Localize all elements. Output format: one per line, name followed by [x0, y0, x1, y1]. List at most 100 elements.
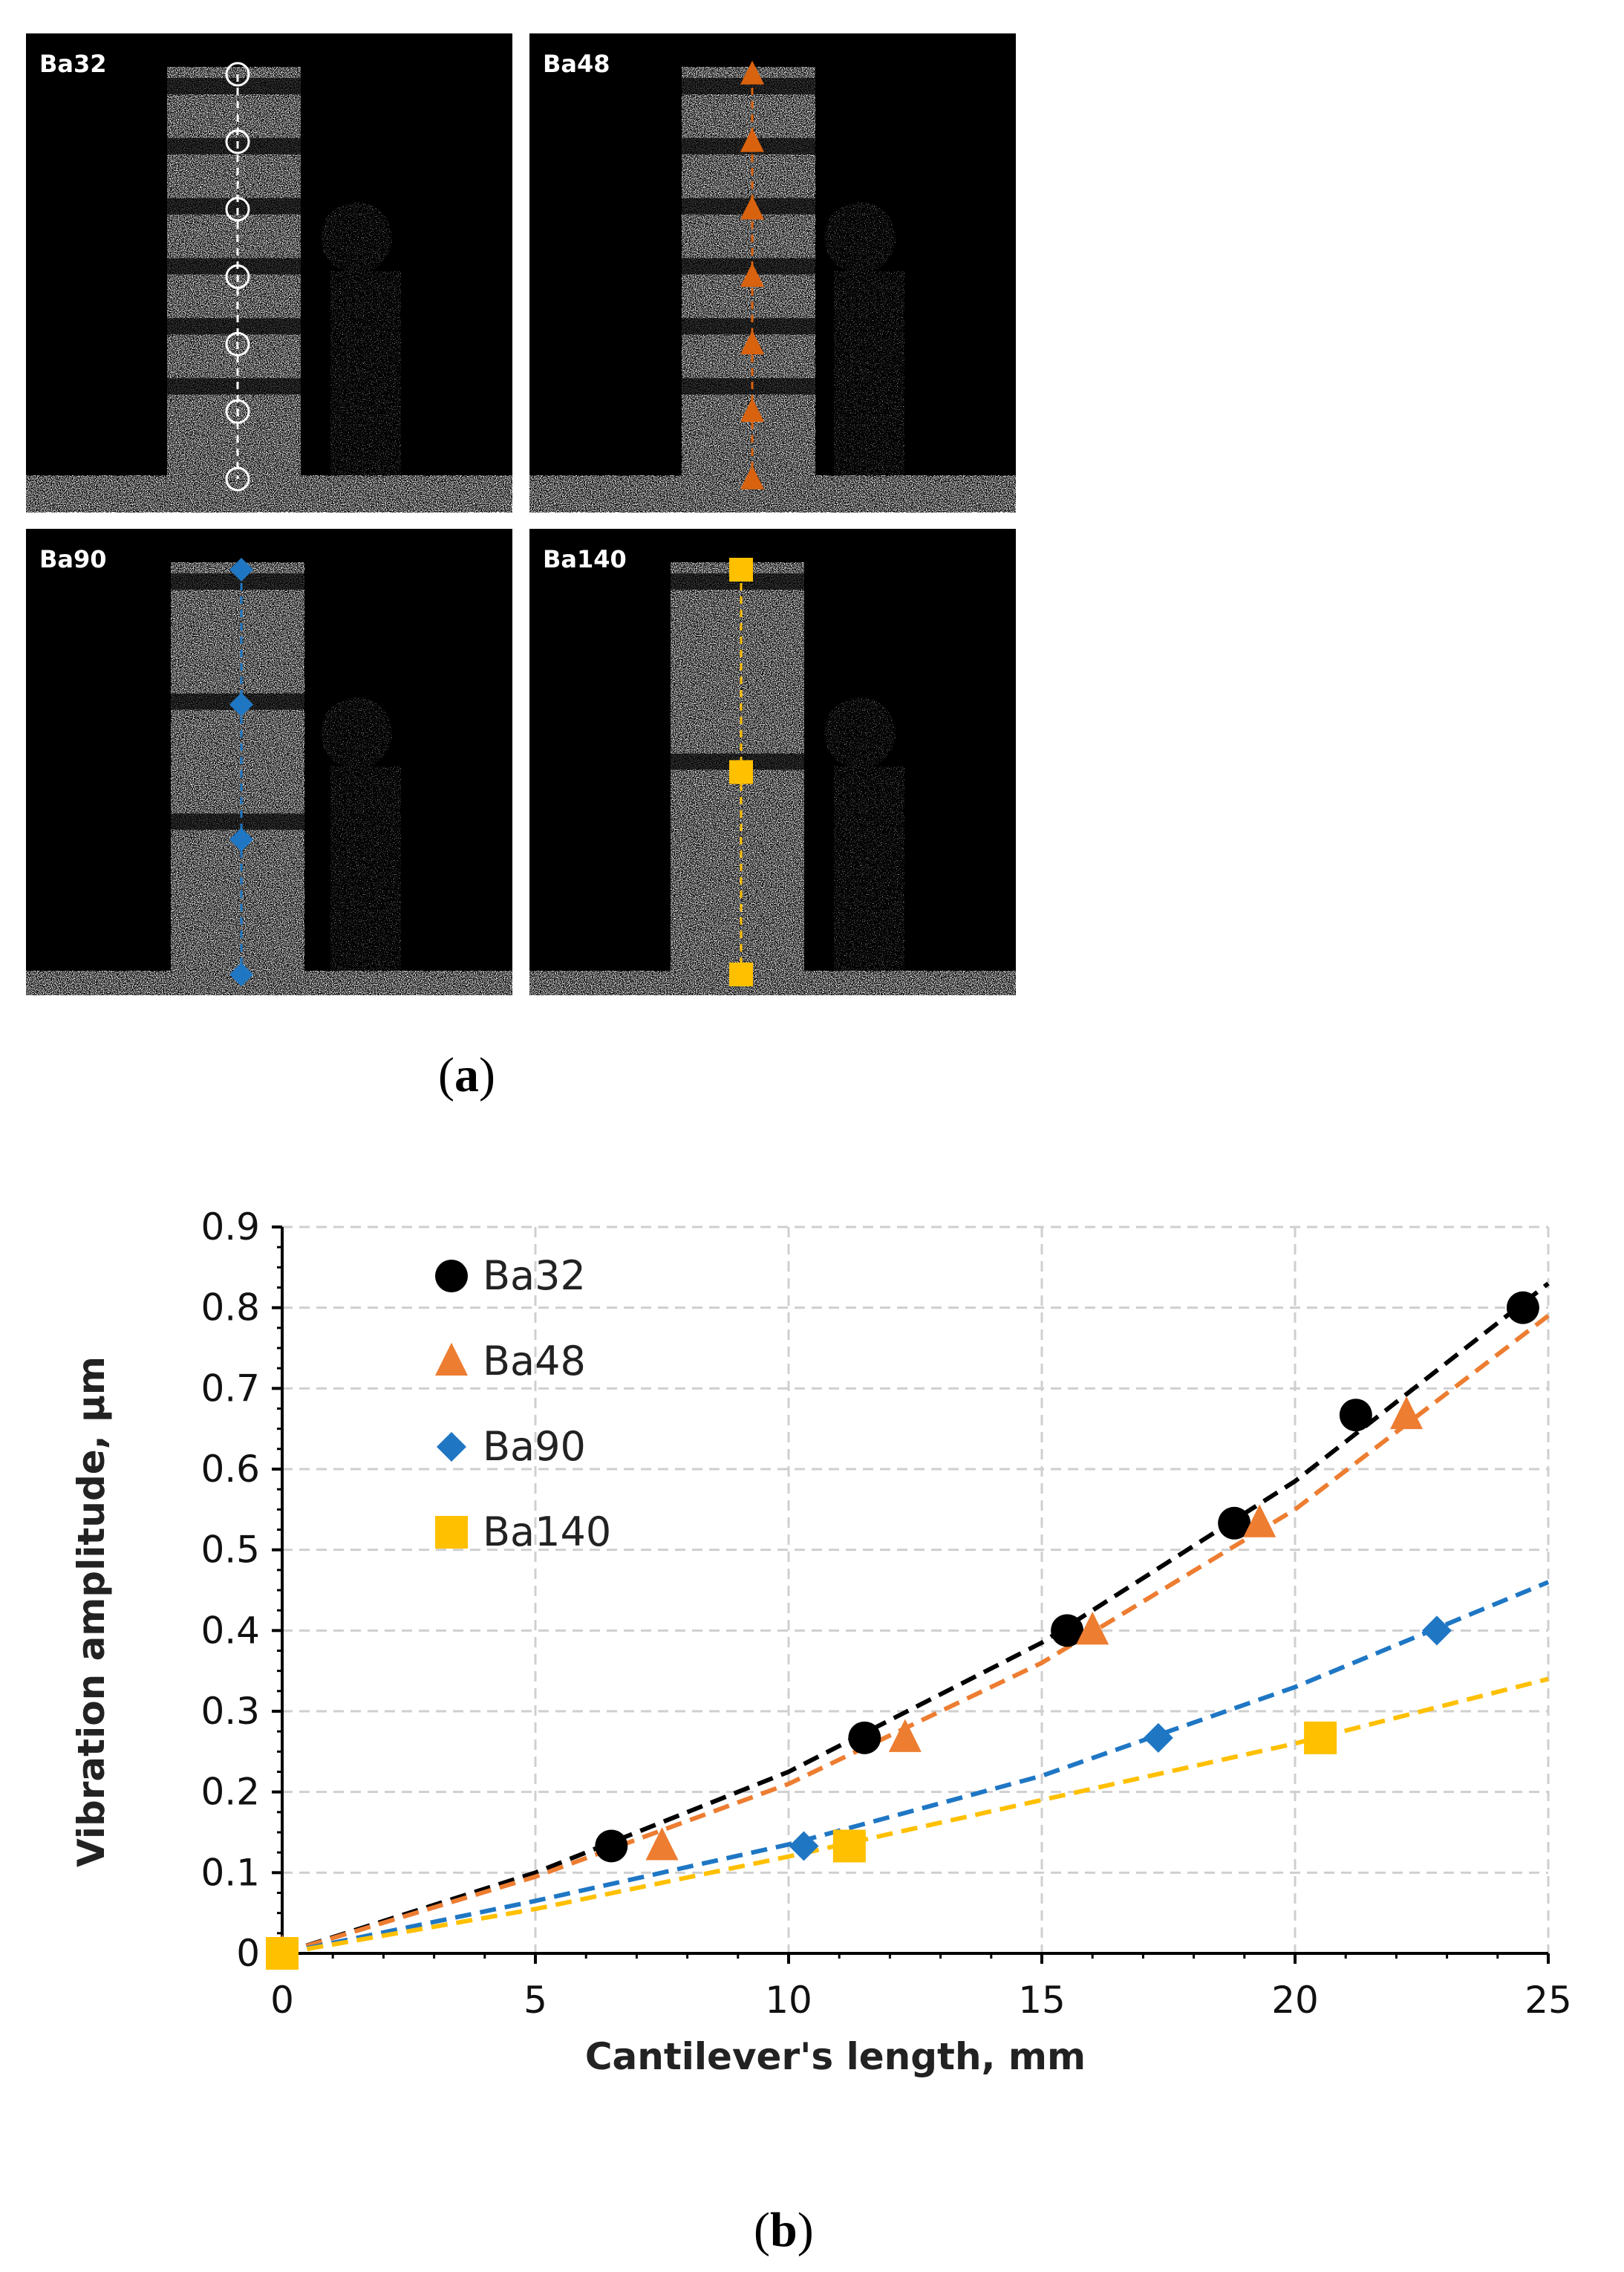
node-marker [229, 692, 253, 717]
x-tick-label: 15 [1018, 1979, 1066, 2022]
x-tick-label: 0 [270, 1979, 294, 2022]
clamp-base [26, 475, 512, 512]
legend-label-ba140: Ba140 [483, 1508, 611, 1555]
y-tick-label: 0.3 [200, 1690, 260, 1733]
caption-a-close: ) [478, 1048, 495, 1102]
caption-a-letter: a [454, 1048, 479, 1102]
point-ba90 [1143, 1722, 1173, 1753]
point-ba32 [1051, 1614, 1084, 1647]
point-ba140 [832, 1829, 866, 1863]
node-marker [229, 827, 253, 852]
speckle-image-ba48: Ba48 [529, 33, 1016, 512]
reference-column [834, 271, 904, 475]
fringe-band [682, 258, 815, 275]
amplitude-chart: 0 0.1 0.2 0.3 0.4 0.5 0.6 0.7 0.8 0.9 0 5 10 15 20 25 B… [70, 1205, 1572, 2078]
node-marker [740, 465, 764, 489]
node-marker [729, 558, 753, 582]
mark-layer [266, 1291, 1539, 1970]
legend-label-ba90: Ba90 [483, 1423, 586, 1470]
grid-layer [282, 1225, 1550, 1953]
beam-speckle [171, 562, 304, 971]
x-tick-label: 10 [765, 1979, 812, 2022]
panel-a-images: Ba32 Ba48 Ba90 Ba140 [26, 33, 1016, 995]
node-marker [740, 60, 764, 85]
y-tick-label: 0.4 [200, 1609, 260, 1652]
node-marker [225, 264, 250, 289]
fringe-band [171, 813, 304, 830]
fringe-band [167, 378, 301, 395]
y-tick-label: 0.9 [200, 1205, 260, 1249]
point-ba32 [595, 1829, 628, 1863]
point-ba140 [1304, 1721, 1337, 1754]
trendline-ba140 [281, 1676, 1549, 1956]
legend-marker-ba32 [435, 1260, 468, 1292]
node-marker [229, 558, 253, 582]
y-tick-label: 0.5 [200, 1529, 260, 1572]
point-ba90 [789, 1831, 819, 1861]
node-marker [729, 760, 753, 784]
point-ba32 [1506, 1291, 1539, 1324]
node-marker [740, 330, 764, 355]
node-marker [225, 129, 250, 154]
legend-marker-ba48 [435, 1342, 468, 1376]
clamp-base [529, 475, 1016, 512]
node-marker [729, 963, 753, 986]
node-marker [740, 195, 764, 220]
image-label: Ba48 [543, 50, 610, 78]
caption-a-open: ( [438, 1048, 454, 1102]
trend-layer [281, 1281, 1550, 1956]
y-tick-label: 0.1 [200, 1851, 260, 1894]
point-ba140 [266, 1937, 299, 1970]
fringe-band [682, 318, 815, 335]
y-axis-label: Vibration amplitude, µm [70, 1356, 113, 1867]
node-marker [229, 963, 253, 986]
x-axis-label: Cantilever's length, mm [585, 2035, 1086, 2078]
y-tick-label: 0.8 [200, 1286, 260, 1329]
node-marker [225, 197, 250, 222]
point-ba32 [848, 1721, 881, 1754]
node-marker [225, 62, 250, 87]
point-ba48 [1076, 1612, 1109, 1645]
x-tick-label: 5 [524, 1979, 547, 2022]
reference-column [330, 271, 401, 475]
speckle-image-ba32: Ba32 [26, 33, 512, 512]
legend: Ba32 Ba48 Ba90 Ba140 [435, 1252, 611, 1555]
trendline-ba48 [281, 1314, 1550, 1956]
fringe-band [682, 78, 815, 94]
x-tick-label: 25 [1524, 1979, 1572, 2022]
y-tick-label: 0.6 [200, 1448, 260, 1491]
trendline-ba90 [281, 1580, 1550, 1956]
image-label: Ba90 [39, 545, 107, 573]
caption-b-close: ) [797, 2203, 814, 2257]
fringe-band [167, 318, 301, 335]
caption-b: (b) [754, 2202, 814, 2259]
node-marker [225, 331, 250, 357]
point-ba48 [1243, 1504, 1276, 1537]
fringe-band [167, 137, 301, 154]
image-label: Ba140 [543, 545, 627, 573]
y-tick-label: 0 [236, 1932, 260, 1975]
reference-disc [824, 202, 896, 273]
node-marker [225, 466, 250, 492]
trendline-ba32 [281, 1281, 1550, 1956]
node-marker [740, 397, 764, 422]
legend-label-ba32: Ba32 [483, 1252, 586, 1299]
reference-column [834, 766, 904, 971]
point-ba48 [888, 1719, 922, 1752]
fringe-band [167, 198, 301, 215]
reference-disc [321, 697, 392, 769]
clamp-base [26, 971, 512, 995]
reference-disc [824, 697, 896, 769]
point-ba32 [1218, 1506, 1251, 1540]
image-label: Ba32 [39, 50, 107, 78]
point-ba32 [1339, 1399, 1372, 1432]
beam-region [167, 67, 301, 475]
point-ba48 [1390, 1396, 1424, 1430]
caption-a: (a) [438, 1047, 495, 1104]
speckle-image-ba90: Ba90 [26, 529, 512, 995]
fringe-band [167, 78, 301, 94]
node-marker [740, 128, 764, 152]
caption-b-letter: b [769, 2203, 798, 2257]
fringe-band [682, 378, 815, 395]
node-marker [225, 399, 250, 424]
